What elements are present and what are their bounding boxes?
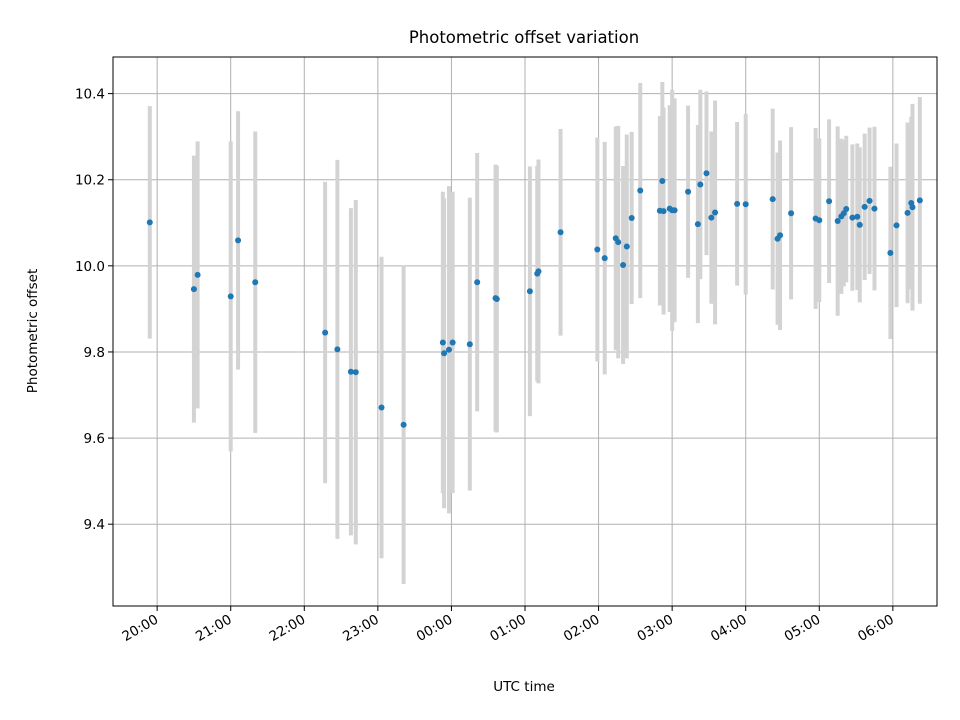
data-point (871, 205, 878, 212)
data-point (620, 261, 627, 268)
data-point (252, 279, 259, 286)
data-point (854, 213, 861, 220)
data-point (659, 178, 666, 185)
data-point (352, 369, 359, 376)
data-point (334, 346, 341, 353)
data-point (916, 197, 923, 204)
data-point (535, 268, 542, 275)
data-point (235, 237, 242, 244)
data-point (449, 339, 456, 346)
data-point (703, 170, 710, 177)
data-point (843, 205, 850, 212)
y-tick-label: 10.0 (75, 259, 105, 275)
y-axis: 9.4 9.6 9.8 10.0 10.2 10.4 (75, 87, 113, 533)
data-point (777, 232, 784, 239)
x-axis: 20:00 21:00 22:00 23:00 00:00 01:00 02:00 03:00… (119, 606, 897, 645)
data-point (660, 208, 667, 215)
data-point (849, 214, 856, 221)
data-point (742, 201, 749, 208)
data-point (493, 295, 500, 302)
data-point (439, 339, 446, 346)
x-axis-label: UTC time (493, 679, 555, 695)
data-point (734, 200, 741, 207)
y-axis-label: Photometric offset (25, 269, 41, 393)
x-tick-label: 22:00 (267, 612, 309, 645)
y-tick-label: 9.6 (84, 431, 105, 447)
error-bars (147, 81, 922, 585)
data-point (637, 187, 644, 194)
data-point (557, 229, 564, 236)
data-point (909, 204, 916, 211)
data-point (441, 350, 448, 357)
x-tick-label: 02:00 (561, 612, 603, 645)
chart-title: Photometric offset variation (409, 28, 639, 47)
data-point (347, 368, 354, 375)
data-point (788, 210, 795, 217)
data-point (378, 404, 385, 411)
x-tick-label: 05:00 (782, 612, 824, 645)
x-tick-label: 06:00 (855, 612, 897, 645)
data-point (834, 218, 841, 225)
x-tick-label: 20:00 (119, 612, 161, 645)
data-point (322, 329, 329, 336)
y-tick-label: 10.4 (75, 87, 105, 103)
grid (113, 57, 937, 606)
x-tick-label: 03:00 (634, 612, 676, 645)
x-tick-label: 04:00 (708, 612, 750, 645)
x-tick-label: 01:00 (487, 612, 529, 645)
data-point (816, 217, 823, 224)
data-point (623, 243, 630, 250)
data-point (526, 288, 533, 295)
data-point (194, 271, 201, 278)
data-point (227, 293, 234, 300)
x-tick-label: 23:00 (340, 612, 382, 645)
data-point (861, 203, 868, 210)
data-point (671, 207, 678, 214)
data-point (466, 341, 473, 348)
data-point (697, 181, 704, 188)
data-point (887, 249, 894, 256)
data-point (190, 286, 197, 293)
data-point (708, 214, 715, 221)
data-point (445, 346, 452, 353)
data-point (826, 198, 833, 205)
data-point (400, 421, 407, 428)
data-point (712, 209, 719, 216)
data-point (615, 239, 622, 246)
data-point (904, 209, 911, 216)
data-point (628, 215, 635, 222)
x-tick-label: 21:00 (193, 612, 235, 645)
data-point (866, 197, 873, 204)
data-point (474, 279, 481, 286)
x-tick-label: 00:00 (414, 612, 456, 645)
data-point (601, 255, 608, 262)
data-points (146, 170, 923, 428)
y-tick-label: 10.2 (75, 173, 105, 189)
data-point (594, 246, 601, 253)
data-point (685, 188, 692, 195)
y-tick-label: 9.8 (84, 345, 105, 361)
data-point (769, 196, 776, 203)
data-point (694, 221, 701, 228)
data-point (893, 222, 900, 229)
data-point (146, 219, 153, 226)
y-tick-label: 9.4 (84, 517, 105, 533)
data-point (856, 221, 863, 228)
